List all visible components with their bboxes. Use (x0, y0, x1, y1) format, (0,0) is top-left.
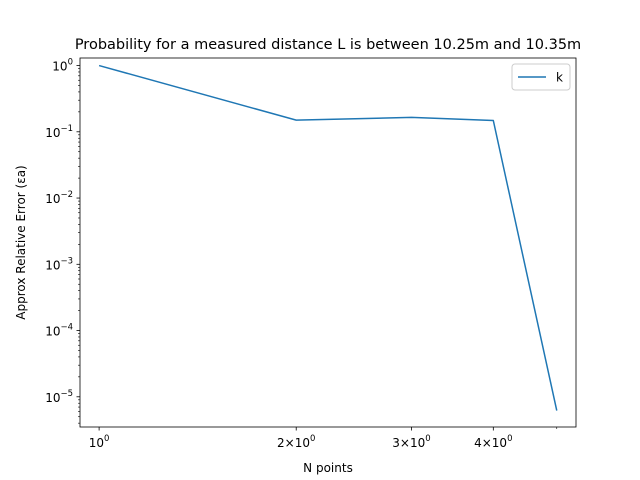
x-tick-label: 100 (89, 434, 110, 450)
y-tick-label: 10−1 (45, 124, 73, 140)
x-tick-label: 4×100 (474, 434, 512, 450)
y-tick-label: 10−3 (45, 256, 73, 272)
x-tick-label: 2×100 (277, 434, 315, 450)
chart-title: Probability for a measured distance L is… (75, 37, 581, 53)
x-tick-label: 3×100 (392, 434, 430, 450)
series-layer (98, 64, 558, 411)
legend: k (511, 63, 571, 91)
y-axis-ticks: 100 10−1 10−2 10−3 10−4 10−5 (45, 58, 80, 424)
series-line-k (98, 64, 558, 411)
x-axis-label: N points (303, 461, 353, 475)
y-tick-label: 10−5 (45, 389, 73, 405)
y-tick-label: 10−4 (45, 323, 73, 339)
legend-label: k (556, 71, 563, 85)
y-tick-label: 10−2 (45, 190, 73, 206)
x-axis-ticks: 100 2×100 3×100 4×100 (89, 427, 558, 450)
y-tick-label: 100 (52, 58, 73, 74)
axes-frame (79, 57, 577, 428)
y-axis-label: Approx Relative Error (εa) (14, 165, 28, 319)
